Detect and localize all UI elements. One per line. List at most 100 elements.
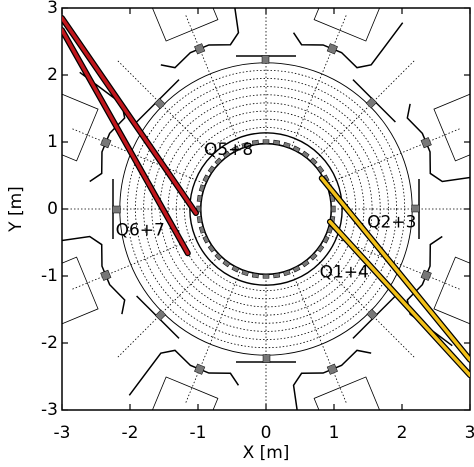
dotted-ring bbox=[143, 86, 389, 332]
y-tick-label: 1 bbox=[47, 132, 58, 152]
chamber-module bbox=[262, 354, 271, 363]
sector-line bbox=[328, 234, 461, 291]
outer-chamber bbox=[136, 79, 180, 123]
outer-chamber bbox=[128, 349, 240, 410]
inner-module bbox=[309, 157, 318, 166]
sector-line bbox=[184, 271, 241, 404]
inner-module bbox=[198, 184, 206, 192]
y-axis-label: Y [m] bbox=[6, 186, 26, 233]
track bbox=[62, 15, 199, 217]
sector-line bbox=[328, 127, 461, 184]
inner-module bbox=[214, 252, 223, 261]
dotted-ring bbox=[167, 110, 365, 308]
x-axis-label: X [m] bbox=[243, 443, 290, 463]
chamber-module bbox=[194, 43, 206, 55]
sector-line bbox=[313, 59, 416, 162]
chamber-module bbox=[326, 43, 338, 55]
inner-module bbox=[202, 235, 210, 244]
inner-module bbox=[231, 145, 240, 153]
inner-module bbox=[262, 274, 270, 279]
chamber-box bbox=[433, 256, 470, 327]
inner-module bbox=[322, 235, 330, 244]
outer-chamber bbox=[236, 55, 296, 64]
inner-module bbox=[292, 265, 301, 273]
chamber-outline bbox=[292, 349, 372, 410]
outer-chamber bbox=[62, 235, 126, 327]
chamber-box bbox=[313, 8, 384, 42]
annotation: Q1+4 bbox=[320, 263, 369, 283]
track-line bbox=[328, 219, 470, 377]
annotation: Q6+7 bbox=[116, 220, 165, 240]
chamber-box bbox=[313, 376, 384, 410]
outer-chamber bbox=[352, 79, 396, 123]
chamber-box bbox=[433, 91, 470, 162]
inner-module bbox=[207, 165, 216, 174]
inner-module bbox=[214, 157, 223, 166]
chamber-outline bbox=[406, 103, 470, 183]
x-tick-label: 3 bbox=[465, 423, 474, 443]
x-tick-label: 2 bbox=[397, 423, 408, 443]
chamber-outline bbox=[160, 8, 240, 69]
sector-line bbox=[71, 234, 204, 291]
chamber-module bbox=[366, 308, 378, 321]
track-line bbox=[62, 16, 198, 215]
inner-module bbox=[309, 252, 318, 261]
x-tick-label: -1 bbox=[190, 423, 207, 443]
inner-module bbox=[301, 259, 310, 268]
outer-chamber bbox=[406, 91, 470, 183]
track bbox=[326, 218, 470, 379]
chamber-box bbox=[62, 256, 99, 327]
sector-line bbox=[71, 127, 204, 184]
chamber-module bbox=[365, 97, 378, 109]
track bbox=[62, 27, 191, 257]
inner-module bbox=[292, 145, 301, 153]
chamber-module bbox=[100, 269, 112, 281]
chamber-box bbox=[148, 376, 219, 410]
inner-module bbox=[316, 165, 325, 174]
outer-chamber bbox=[292, 349, 384, 410]
chamber-module bbox=[420, 269, 432, 281]
inner-module bbox=[272, 272, 281, 279]
inner-module bbox=[202, 174, 210, 183]
chamber-box bbox=[62, 91, 99, 162]
inner-module bbox=[301, 150, 310, 159]
outer-chamber bbox=[136, 295, 180, 339]
sector-line bbox=[291, 14, 348, 147]
chamber-module bbox=[112, 205, 121, 214]
inner-module bbox=[196, 215, 203, 224]
chamber-outline bbox=[62, 235, 126, 315]
inner-module bbox=[283, 269, 291, 277]
chamber-module bbox=[326, 363, 338, 375]
inner-module bbox=[198, 226, 206, 234]
outer-chamber bbox=[406, 235, 470, 347]
inner-module bbox=[262, 139, 270, 144]
inner-module bbox=[316, 244, 325, 253]
inner-module bbox=[196, 194, 203, 203]
y-tick-label: -2 bbox=[41, 333, 58, 353]
inner-module bbox=[272, 139, 281, 146]
outer-chamber bbox=[352, 295, 396, 339]
x-tick-label: -2 bbox=[122, 423, 139, 443]
annotation: Q2+3 bbox=[367, 212, 416, 232]
inner-module bbox=[251, 139, 260, 146]
ring bbox=[199, 142, 333, 276]
track-line bbox=[320, 176, 470, 362]
inner-module bbox=[241, 141, 249, 149]
chamber-module bbox=[100, 137, 112, 149]
inner-module bbox=[331, 205, 336, 213]
inner-module bbox=[241, 269, 249, 277]
chamber-module bbox=[420, 137, 432, 149]
chamber-outline bbox=[292, 22, 404, 69]
y-tick-label: 3 bbox=[47, 0, 58, 18]
chamber-module bbox=[154, 97, 166, 110]
chamber-module bbox=[154, 309, 167, 321]
chamber-module bbox=[194, 363, 206, 375]
outer-chamber bbox=[411, 179, 420, 239]
chamber-outline bbox=[406, 235, 453, 347]
sector-line bbox=[116, 59, 219, 162]
track-line bbox=[62, 28, 190, 255]
inner-module bbox=[283, 141, 291, 149]
sector-line bbox=[116, 256, 219, 359]
outer-chamber bbox=[292, 8, 404, 69]
